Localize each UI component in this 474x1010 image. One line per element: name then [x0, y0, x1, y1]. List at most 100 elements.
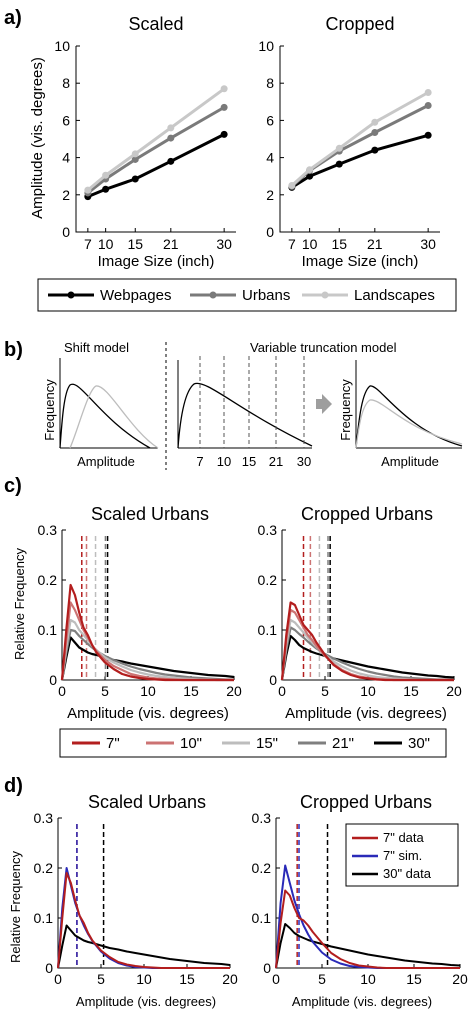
a-scaled-ytick-label: 6 — [62, 112, 70, 128]
panel-a-cropped-chart: 0 2 4 6 8 10 7 10 15 21 30 — [258, 38, 440, 252]
c-cropped-series — [280, 608, 454, 682]
a-cropped-ytick-label: 2 — [266, 187, 274, 203]
truncation-tick-21: 21 — [269, 454, 283, 469]
c-cropped-xtick-label: 10 — [360, 683, 376, 699]
panel-a-right-title: Cropped — [325, 14, 394, 34]
c-scaled-ytick-label: 0 — [49, 672, 57, 688]
panel-b-label: b) — [4, 339, 23, 361]
legend-label-d-2: 30" data — [383, 866, 432, 881]
truncation-curve — [177, 382, 313, 449]
panel-a-left-xlabel: Image Size (inch) — [98, 253, 215, 270]
panel-c-ylabel: Relative Frequency — [12, 548, 27, 660]
truncation-model-diagram: 7 10 15 21 30 — [177, 356, 332, 469]
a-cropped-xtick-label: 30 — [420, 236, 436, 252]
panel-c-right-title: Cropped Urbans — [301, 504, 433, 524]
result-xlabel: Amplitude — [381, 454, 439, 469]
a-cropped-point-landscapes — [306, 166, 314, 174]
c-scaled-xtick-label: 5 — [101, 683, 109, 699]
truncation-tick-7: 7 — [196, 454, 203, 469]
c-cropped-xtick-label: 15 — [403, 683, 419, 699]
a-scaled-xtick-label: 10 — [98, 236, 114, 252]
shift-ylabel: Frequency — [42, 379, 57, 441]
a-cropped-point-landscapes — [288, 182, 296, 189]
d-cropped-series — [275, 889, 460, 969]
c-scaled-series — [60, 628, 234, 681]
panel-a-scaled-chart: 0 2 4 6 8 10 7 10 15 21 30 — [54, 38, 236, 252]
a-cropped-ytick-label: 4 — [266, 150, 274, 166]
legend-urbans: Urbans — [190, 287, 290, 304]
c-cropped-ytick-label: 0.1 — [258, 622, 278, 638]
a-cropped-ytick-label: 0 — [266, 224, 274, 240]
d-scaled-axes — [57, 818, 230, 969]
panel-d-scaled-chart: 0 0.1 0.2 0.3 0 5 10 15 20 — [34, 810, 238, 987]
a-scaled-point-landscapes — [220, 85, 228, 93]
truncation-tick-30: 30 — [297, 454, 311, 469]
d-cropped-series — [275, 923, 461, 969]
a-scaled-point-urbans — [220, 103, 228, 111]
a-scaled-point-webpages — [167, 157, 175, 165]
panel-a-label: a) — [4, 7, 22, 29]
panel-c-right-xlabel: Amplitude (vis. degrees) — [285, 705, 447, 722]
d-cropped-xtick-label: 5 — [318, 971, 326, 987]
a-scaled-xtick-label: 30 — [216, 236, 232, 252]
panel-d-right-xlabel: Amplitude (vis. degrees) — [292, 994, 432, 1009]
shift-model-title: Shift model — [64, 340, 129, 355]
truncation-result-diagram: Frequency Amplitude — [338, 360, 463, 469]
legend-webpages: Webpages — [48, 287, 171, 304]
panel-d-legend: 7" data 7" sim. 30" data — [345, 823, 459, 887]
legend-label-d-0: 7" data — [383, 830, 425, 845]
c-cropped-series — [280, 634, 455, 681]
c-cropped-ytick-label: 0 — [269, 672, 277, 688]
shift-curve-dark — [59, 383, 151, 449]
legend-label-2: 15" — [256, 735, 278, 752]
result-curve-light — [355, 399, 463, 449]
a-cropped-ytick-label: 8 — [266, 75, 274, 91]
a-scaled-ytick-label: 0 — [62, 224, 70, 240]
c-cropped-series — [280, 601, 454, 682]
a-scaled-ytick-label: 4 — [62, 150, 70, 166]
d-scaled-ytick-label: 0.3 — [34, 810, 54, 826]
c-cropped-xtick-label: 20 — [446, 683, 462, 699]
d-scaled-series — [57, 872, 230, 969]
d-cropped-xtick-label: 0 — [272, 971, 280, 987]
panel-c-scaled-chart: 0 0.1 0.2 0.3 0 5 10 15 20 — [38, 522, 242, 699]
a-scaled-ytick-label: 8 — [62, 75, 70, 91]
c-scaled-ytick-label: 0.2 — [38, 572, 58, 588]
d-cropped-ytick-label: 0.3 — [252, 810, 272, 826]
panel-d-left-xlabel: Amplitude (vis. degrees) — [76, 994, 216, 1009]
a-cropped-point-webpages — [371, 146, 379, 154]
a-cropped-point-urbans — [371, 128, 379, 136]
truncation-tick-15: 15 — [242, 454, 256, 469]
d-scaled-xtick-label: 0 — [54, 971, 62, 987]
a-cropped-xtick-label: 21 — [367, 236, 383, 252]
d-scaled-ytick-label: 0.2 — [34, 860, 54, 876]
truncation-model-title: Variable truncation model — [250, 340, 397, 355]
panel-c-left-xlabel: Amplitude (vis. degrees) — [67, 705, 229, 722]
c-scaled-xtick-label: 20 — [226, 683, 242, 699]
a-scaled-point-landscapes — [131, 150, 139, 158]
panel-d-cropped-chart: 0 0.1 0.2 0.3 0 5 10 15 20 — [252, 810, 468, 987]
legend-landscapes-label: Landscapes — [354, 287, 435, 304]
c-cropped-xtick-label: 5 — [321, 683, 329, 699]
c-cropped-ytick-label: 0.2 — [258, 572, 278, 588]
panel-a-left-title: Scaled — [128, 14, 183, 34]
a-scaled-xtick-label: 7 — [84, 236, 92, 252]
d-cropped-xtick-label: 10 — [360, 971, 376, 987]
panel-c-cropped-chart: 0 0.1 0.2 0.3 0 5 10 15 20 — [258, 522, 462, 699]
shift-xlabel: Amplitude — [77, 454, 135, 469]
a-scaled-point-urbans — [167, 134, 175, 142]
legend-label-3: 21" — [332, 735, 354, 752]
a-scaled-point-landscapes — [102, 171, 110, 179]
a-cropped-xtick-label: 7 — [288, 236, 296, 252]
d-scaled-series — [57, 867, 230, 969]
legend-webpages-label: Webpages — [100, 287, 171, 304]
truncation-tick-10: 10 — [217, 454, 231, 469]
a-scaled-xtick-label: 15 — [127, 236, 143, 252]
c-scaled-xtick-label: 15 — [183, 683, 199, 699]
panel-c-label: c) — [4, 475, 22, 497]
a-scaled-point-webpages — [220, 130, 228, 138]
c-scaled-axes — [61, 530, 234, 681]
a-scaled-ytick-label: 2 — [62, 187, 70, 203]
c-scaled-ytick-label: 0.3 — [38, 522, 58, 538]
